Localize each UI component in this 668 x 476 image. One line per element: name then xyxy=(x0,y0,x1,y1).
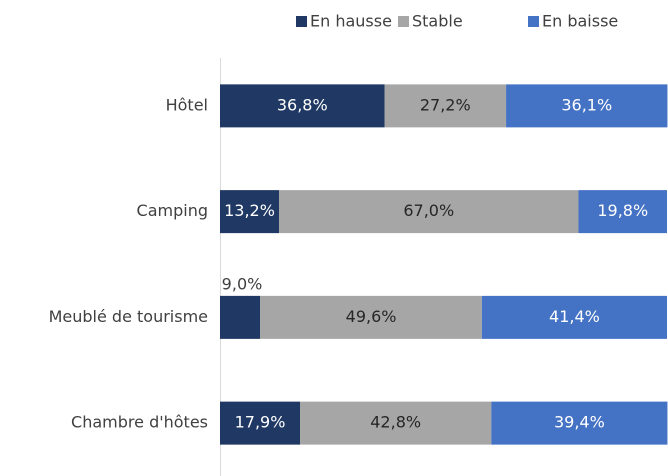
bar-segment xyxy=(220,295,261,339)
bar-segment xyxy=(300,401,492,445)
data-label: 39,4% xyxy=(554,413,605,432)
bar-segment xyxy=(220,190,280,234)
legend-swatch xyxy=(296,16,307,27)
data-label: 9,0% xyxy=(222,274,263,293)
bar-segment xyxy=(260,295,482,339)
data-label: 19,8% xyxy=(597,201,648,220)
y-tick-label: Camping xyxy=(137,201,208,220)
data-label: 13,2% xyxy=(224,201,275,220)
y-tick-label: Meublé de tourisme xyxy=(49,307,208,326)
data-label: 41,4% xyxy=(549,307,600,326)
data-label: 67,0% xyxy=(403,201,454,220)
data-label: 42,8% xyxy=(370,413,421,432)
data-label: 27,2% xyxy=(420,95,471,114)
bar-segment xyxy=(279,190,579,234)
legend-label: Stable xyxy=(412,12,463,31)
y-tick-label: Chambre d'hôtes xyxy=(71,413,208,432)
y-tick-label: Hôtel xyxy=(166,95,208,114)
legend-swatch xyxy=(528,16,539,27)
data-label: 49,6% xyxy=(346,307,397,326)
legend-swatch xyxy=(398,16,409,27)
bar-segment xyxy=(481,295,667,339)
bar-segment xyxy=(384,84,507,128)
data-label: 36,1% xyxy=(561,95,612,114)
bar-segment xyxy=(506,84,668,128)
legend-label: En hausse xyxy=(310,12,392,31)
bar-segment xyxy=(220,84,385,128)
bar-segment xyxy=(491,401,668,445)
data-label: 17,9% xyxy=(235,413,286,432)
bar-segment xyxy=(578,190,667,234)
bar-segment xyxy=(220,401,301,445)
data-label: 36,8% xyxy=(277,95,328,114)
legend-label: En baisse xyxy=(542,12,618,31)
